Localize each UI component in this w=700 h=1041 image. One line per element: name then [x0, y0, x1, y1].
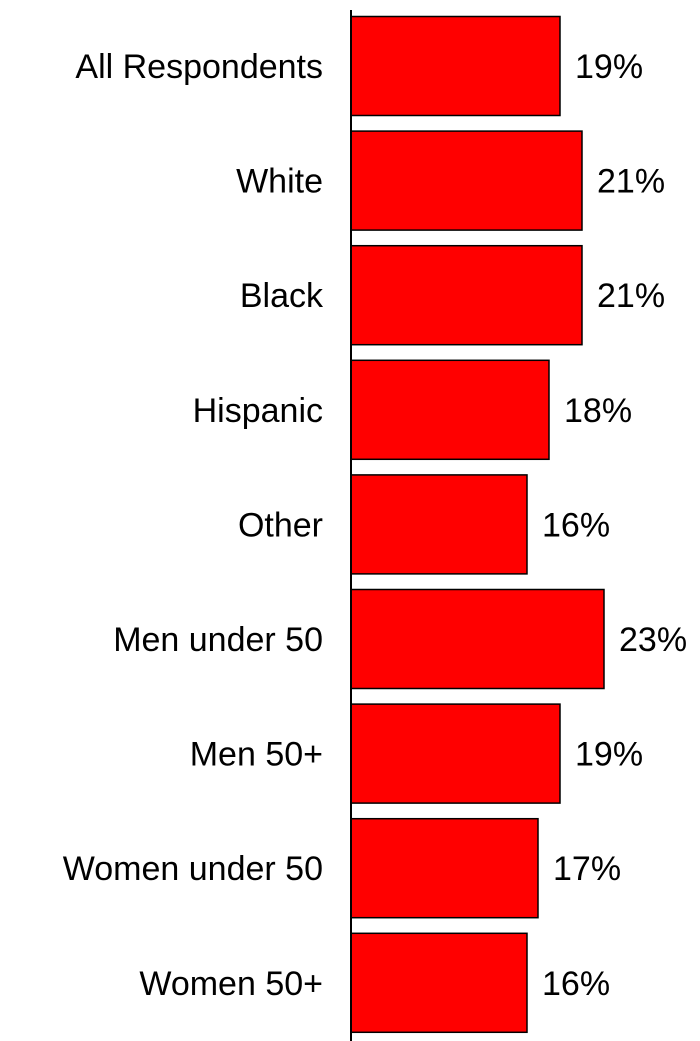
bar — [350, 359, 550, 461]
value-label: 23% — [619, 621, 687, 659]
bar — [350, 703, 561, 804]
value-label: 19% — [575, 736, 643, 774]
category-label: White — [236, 163, 323, 201]
value-label: 16% — [542, 965, 610, 1003]
value-labels: 19% 21% 21% 18% 16% 23% 19% 17% 16% — [542, 48, 687, 1003]
category-label: Hispanic — [193, 392, 323, 430]
value-label: 21% — [597, 163, 665, 201]
category-label: Women 50+ — [139, 965, 323, 1003]
value-label: 18% — [564, 392, 632, 430]
bar — [350, 932, 528, 1034]
bar — [350, 15, 561, 117]
value-label: 17% — [553, 850, 621, 888]
category-label: Women under 50 — [63, 850, 323, 888]
bar — [350, 130, 583, 231]
bars-group — [350, 15, 605, 1034]
value-label: 16% — [542, 506, 610, 544]
category-label: Men under 50 — [113, 621, 323, 659]
bar — [350, 244, 583, 346]
value-label: 21% — [597, 277, 665, 315]
bar — [350, 588, 605, 690]
category-labels: All Respondents White Black Hispanic Other Me… — [63, 48, 324, 1003]
category-label: Men 50+ — [190, 736, 323, 774]
category-label: Other — [238, 506, 323, 544]
bar — [350, 817, 539, 919]
category-label: All Respondents — [75, 48, 323, 86]
value-label: 19% — [575, 48, 643, 86]
bar — [350, 474, 528, 575]
category-label: Black — [240, 277, 324, 315]
